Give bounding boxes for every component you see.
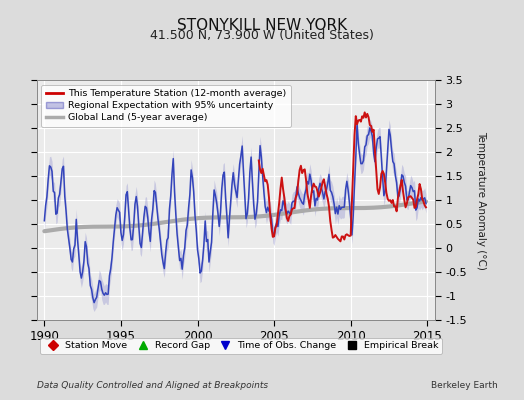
Text: Berkeley Earth: Berkeley Earth — [431, 382, 498, 390]
Text: STONYKILL NEW YORK: STONYKILL NEW YORK — [177, 18, 347, 34]
Text: 41.500 N, 73.900 W (United States): 41.500 N, 73.900 W (United States) — [150, 30, 374, 42]
Text: Data Quality Controlled and Aligned at Breakpoints: Data Quality Controlled and Aligned at B… — [37, 382, 268, 390]
Legend: This Temperature Station (12-month average), Regional Expectation with 95% uncer: This Temperature Station (12-month avera… — [41, 85, 291, 127]
Legend: Station Move, Record Gap, Time of Obs. Change, Empirical Break: Station Move, Record Gap, Time of Obs. C… — [40, 338, 442, 354]
Y-axis label: Temperature Anomaly (°C): Temperature Anomaly (°C) — [476, 130, 486, 270]
